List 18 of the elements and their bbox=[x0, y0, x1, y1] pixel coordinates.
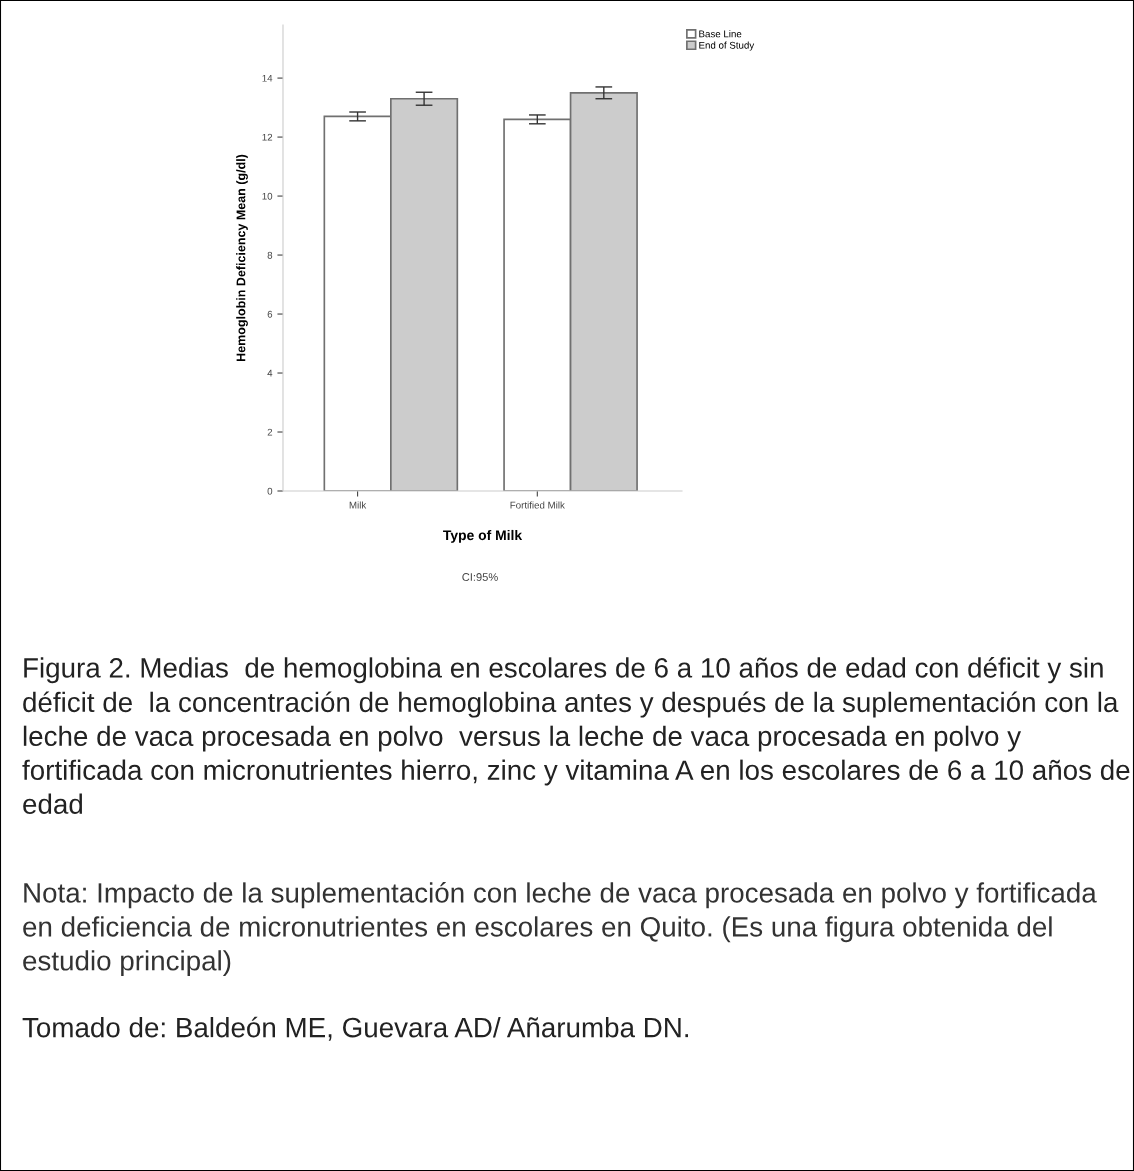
text: Tomado de: Baldeón ME, Guevara AD/ Añarumba DN. bbox=[22, 1016, 689, 1041]
y-tick-label: 2 bbox=[267, 428, 273, 436]
x-axis-title: Type of Milk bbox=[443, 529, 523, 543]
y-tick-label: 14 bbox=[262, 74, 273, 82]
y-tick-label: 12 bbox=[262, 133, 273, 141]
y-axis-title: Hemoglobin Deficiency Mean (g/dl) bbox=[236, 154, 248, 361]
x-tick-label: Milk bbox=[349, 501, 367, 509]
legend-label: Base Line bbox=[699, 30, 742, 38]
text: CI:95% bbox=[462, 573, 498, 581]
y-tick-label: 4 bbox=[267, 369, 273, 377]
text: Figura 2. Medias de hemoglobina en escolares de 6 a 10 años de edad con déficit y sin déficit de la concentración de hemoglobina antes y después de la suplementación con la leche de vaca procesada en polvo versus la leche de vaca procesada en polvo y fortificada con micronutrientes hierro, zinc y vitamina A en los escolares de 6 a 10 años de edad bbox=[22, 657, 1130, 814]
y-tick-label: 10 bbox=[262, 192, 273, 200]
y-tick-label: 8 bbox=[267, 251, 273, 259]
legend-label: End of Study bbox=[699, 41, 755, 51]
y-tick-label: 6 bbox=[267, 310, 273, 318]
y-tick-label: 0 bbox=[267, 487, 273, 495]
x-tick-label: Fortified Milk bbox=[510, 501, 565, 509]
text: Nota: Impacto de la suplementación con leche de vaca procesada en polvo y fortificada en deficiencia de micronutrientes en escolares en Quito. (Es una figura obtenida del estudio principal) bbox=[23, 882, 1097, 977]
